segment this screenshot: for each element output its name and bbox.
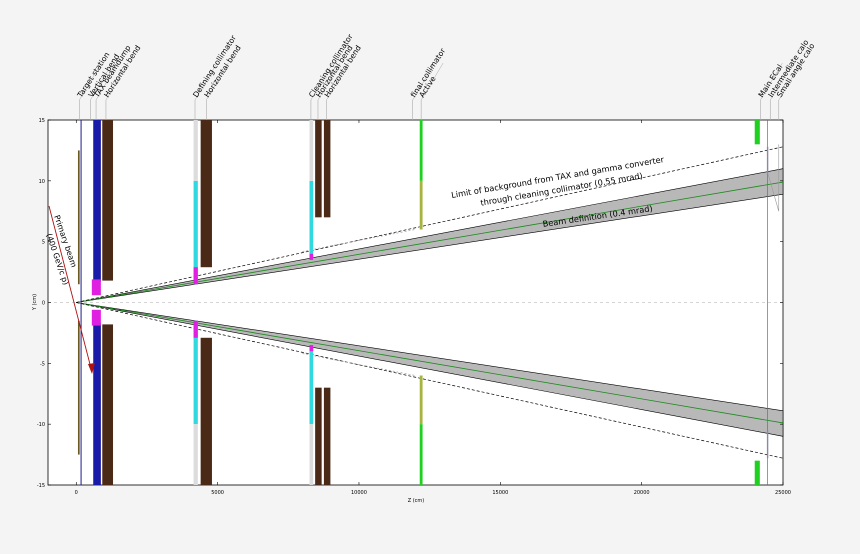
y-tick-label: 15 [39,118,45,124]
x-axis-label: Z (cm) [408,498,425,504]
tax-beamdump-upper [93,120,101,282]
y-tick-label: 5 [42,240,45,246]
horizontal-bend-3-upper [315,120,322,218]
active-final-collimator-green-lower [419,424,423,485]
intermediate-calo-upper [766,146,769,175]
primary-beam-arrow [48,205,93,373]
label-leader-slant [317,62,341,101]
label-leader-lines [79,62,801,120]
tax-aperture-lower [91,309,101,326]
y-tick-label: -10 [37,422,45,428]
horizontal-bend-2-upper [200,120,212,268]
cleaning-collimator-upper [309,180,314,260]
defining-collimator-lower [193,320,198,425]
defining-collimator-upper [193,180,198,285]
x-tick-label: 5000 [211,490,224,496]
cleaning-collimator-gap-upper [309,120,314,181]
x-tick-label: 10000 [351,490,367,496]
horizontal-bend-3-lower [315,387,322,485]
horizontal-bend-1-upper [102,120,114,281]
defining-collimator-tip-lower [193,320,198,338]
cleaning-collimator-gap-lower [309,424,314,485]
label-leader-slant [194,62,218,101]
x-tick-label: 0 [75,490,78,496]
calo-bracket [768,144,780,212]
vertical-bend-upper [77,150,80,285]
label-leader-slant [760,62,783,101]
defining-collimator-gap-lower [193,424,198,485]
axis-ticks: 0 5000 10000 15000 20000 25000 15 10 5 0 -5 -10 -15 [37,118,791,496]
tax-beamdump-lower [93,323,101,485]
label-leader-slant [770,62,793,101]
active-final-collimator-green-upper [419,120,423,181]
label-leader-slant [778,62,801,101]
cleaning-collimator-lower [309,345,314,425]
label-leader-slant [326,62,349,101]
horizontal-bend-4-lower [323,387,331,485]
label-leader-slant [79,62,102,101]
x-tick-label: 25000 [775,490,791,496]
beam-envelope-lower [76,302,784,437]
y-tick-label: -5 [40,361,45,367]
label-leader-slant [95,62,119,101]
primary-beam-arrowhead [88,363,95,374]
label-leader-slant [90,62,113,101]
y-tick-label: -15 [37,483,45,489]
background-limit-lower-shadow [302,353,416,376]
vertical-bend-lower [77,320,80,455]
defining-collimator-gap-upper [193,120,198,181]
tax-aperture-upper [91,279,101,296]
beamline-components [77,120,780,485]
x-tick-label: 20000 [634,490,650,496]
active-final-collimator-lower [419,375,423,425]
label-leader-slant [310,62,334,101]
y-tick-label: 0 [42,301,45,307]
x-tick-label: 15000 [492,490,508,496]
horizontal-bend-4-upper [323,120,331,218]
intermediate-calo-lower [766,430,769,459]
cleaning-collimator-tip-upper [309,253,314,260]
active-final-collimator-upper [419,180,423,230]
label-leader-slant [105,62,129,101]
horizontal-bend-1-lower [102,324,114,485]
defining-collimator-tip-upper [193,267,198,285]
horizontal-bend-2-lower [200,337,212,485]
main-ecal-lower [754,460,760,485]
label-leader-slant [206,62,229,101]
y-tick-label: 10 [39,179,45,185]
y-axis-label: Y (cm) [32,294,38,311]
label-leader-slant [420,62,444,101]
cleaning-collimator-tip-lower [309,345,314,352]
beam-envelope-upper [76,168,784,303]
label-leader-slant [412,62,435,101]
main-ecal-upper [754,120,760,145]
background-limit-upper-shadow [302,229,416,252]
